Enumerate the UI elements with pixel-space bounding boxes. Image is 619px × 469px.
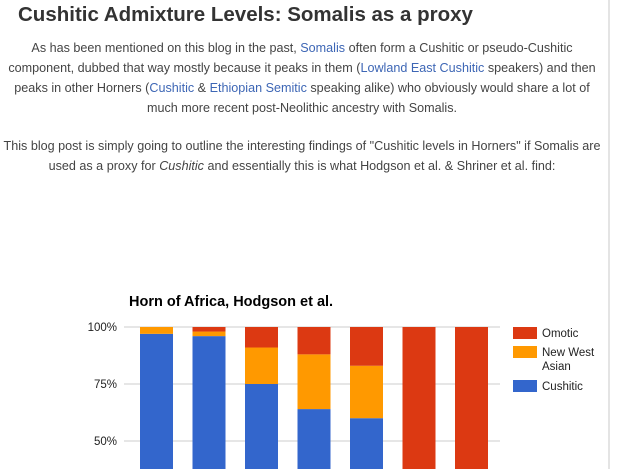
bar-segment-cushitic bbox=[245, 384, 278, 469]
bar-segment-new-west-asian bbox=[245, 347, 278, 384]
bar-segment-new-west-asian bbox=[140, 327, 173, 334]
legend-label: New West bbox=[542, 347, 595, 359]
post-body: As has been mentioned on this blog in th… bbox=[0, 38, 604, 176]
intro-text-4: & bbox=[194, 81, 210, 95]
intro-text-1: As has been mentioned on this blog in th… bbox=[31, 41, 301, 55]
bar-segment-new-west-asian bbox=[297, 354, 331, 410]
chart-legend: Omotic New West Asian Cushitic bbox=[513, 327, 595, 393]
bar-segment-omotic bbox=[402, 327, 436, 469]
y-tick-label: 50% bbox=[94, 436, 117, 448]
post-title: Cushitic Admixture Levels: Somalis as a … bbox=[18, 3, 473, 26]
legend-label: Omotic bbox=[542, 328, 579, 340]
link-lowland-east-cushitic[interactable]: Lowland East Cushitic bbox=[360, 61, 485, 75]
link-somalis[interactable]: Somalis bbox=[300, 41, 346, 55]
intro-text-5: speaking alike) who obviously would shar… bbox=[146, 81, 590, 115]
legend-swatch bbox=[513, 346, 537, 358]
bar-segment-new-west-asian bbox=[192, 331, 226, 337]
bar-segment-omotic bbox=[297, 327, 331, 355]
bar-segment-cushitic bbox=[140, 333, 173, 469]
bar-segment-omotic bbox=[455, 327, 488, 469]
chart-bars bbox=[140, 327, 488, 469]
legend-swatch bbox=[513, 327, 537, 339]
intro-text-2: often form a Cushitic or pseudo-Cushitic… bbox=[8, 41, 573, 75]
chart-y-axis: 100% 75% 50% bbox=[88, 322, 117, 448]
summary-paragraph: This blog post is simply going to outlin… bbox=[0, 136, 604, 176]
sidebar-divider bbox=[608, 0, 610, 469]
summary-text-2: and essentially this is what Hodgson et … bbox=[203, 159, 556, 173]
legend-label: Cushitic bbox=[542, 381, 583, 393]
link-ethiopian-semitic[interactable]: Ethiopian Semitic bbox=[209, 81, 307, 95]
bar-segment-omotic bbox=[350, 327, 383, 366]
chart-title: Horn of Africa, Hodgson et al. bbox=[129, 294, 333, 310]
bar-segment-cushitic bbox=[297, 409, 331, 469]
bar-segment-new-west-asian bbox=[350, 365, 383, 419]
legend-swatch bbox=[513, 380, 537, 392]
summary-emphasis: Cushitic bbox=[159, 159, 204, 173]
link-cushitic[interactable]: Cushitic bbox=[149, 81, 195, 95]
summary-text-1: This blog post is simply going to outlin… bbox=[3, 139, 601, 173]
legend-label: Asian bbox=[542, 361, 571, 373]
bar-segment-omotic bbox=[245, 327, 278, 348]
intro-paragraph: As has been mentioned on this blog in th… bbox=[0, 38, 604, 118]
bar-segment-cushitic bbox=[192, 336, 226, 469]
y-tick-label: 75% bbox=[94, 379, 117, 391]
bar-segment-cushitic bbox=[350, 418, 383, 469]
intro-text-3: speakers) and then peaks in other Horner… bbox=[14, 61, 596, 95]
y-tick-label: 100% bbox=[88, 322, 117, 334]
bar-segment-omotic bbox=[192, 327, 226, 332]
